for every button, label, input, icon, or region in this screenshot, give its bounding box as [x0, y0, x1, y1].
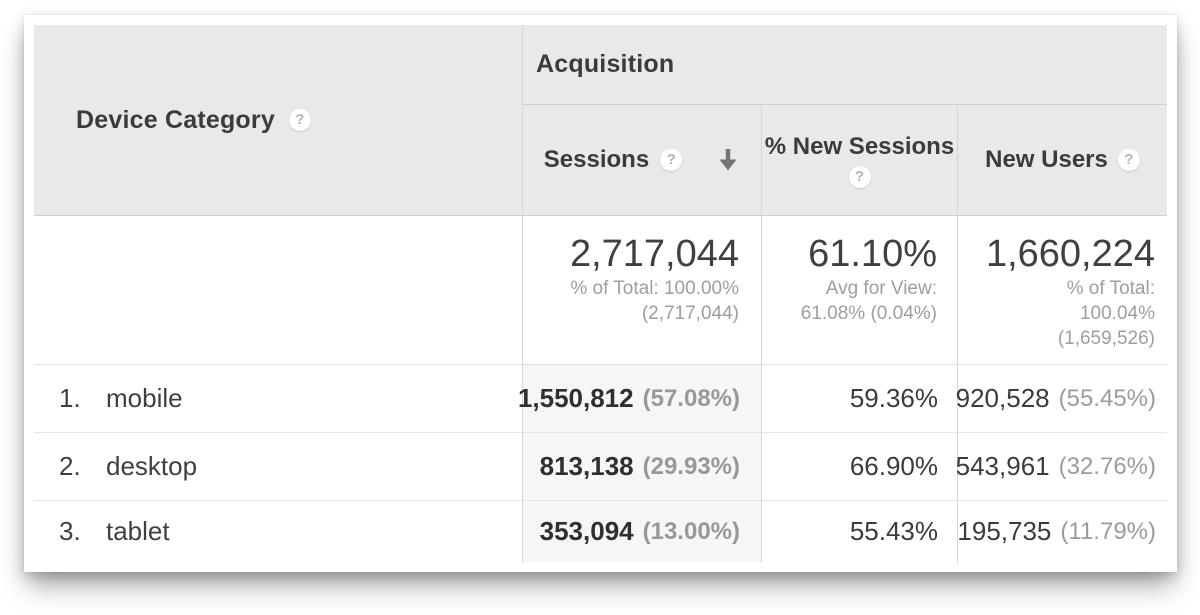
new-users-value: 543,961 — [955, 451, 1050, 481]
sessions-header-label: Sessions — [543, 146, 650, 173]
new-users-percent: (55.45%) — [1058, 384, 1156, 412]
sessions-value: 813,138 — [539, 451, 634, 481]
new-users-total-note: (1,659,526) — [1057, 328, 1155, 349]
sessions-total-note: (2,717,044) — [641, 303, 739, 324]
new-users-cell: 920,528 (55.45%) — [955, 365, 1167, 433]
new-users-header-label: New Users — [985, 146, 1108, 173]
sessions-total-value: 2,717,044 — [569, 233, 739, 275]
sessions-cell: 813,138 (29.93%) — [522, 433, 761, 501]
acquisition-group-header: Acquisition — [522, 25, 1167, 105]
column-header-new-sessions[interactable]: % New Sessions ? — [761, 105, 957, 216]
sessions-percent: (13.00%) — [642, 517, 740, 545]
new-sessions-value: 66.90% — [849, 451, 938, 481]
category-link-tablet[interactable]: tablet — [106, 516, 170, 546]
new-users-total-note: % of Total: — [1066, 278, 1155, 299]
summary-new-users: 1,660,224 % of Total: 100.04% (1,659,526… — [957, 216, 1167, 365]
new-sessions-cell: 59.36% — [761, 365, 957, 433]
new-sessions-cell: 55.43% — [761, 501, 957, 562]
new-users-percent: (11.79%) — [1060, 517, 1156, 545]
table-row-category: 2. desktop — [34, 433, 522, 501]
new-sessions-value: 55.43% — [849, 516, 938, 546]
row-index: 1. — [59, 383, 81, 413]
new-sessions-avg-value: 61.10% — [808, 233, 937, 275]
new-sessions-header-label: % New Sessions — [764, 132, 955, 160]
new-users-percent: (32.76%) — [1058, 452, 1156, 480]
sessions-percent: (29.93%) — [642, 452, 740, 480]
device-category-header-label: Device Category — [76, 105, 275, 134]
sessions-value: 1,550,812 — [517, 383, 634, 413]
device-category-header: Device Category ? — [34, 25, 522, 216]
help-icon[interactable]: ? — [848, 165, 871, 188]
help-icon[interactable]: ? — [288, 109, 311, 131]
new-users-cell: 195,735 (11.79%) — [957, 501, 1167, 562]
sessions-value: 353,094 — [539, 516, 634, 546]
summary-dimension-cell — [34, 216, 522, 365]
sessions-total-note: % of Total: 100.00% — [570, 278, 739, 299]
summary-sessions: 2,717,044 % of Total: 100.00% (2,717,044… — [522, 216, 761, 365]
new-users-total-value: 1,660,224 — [985, 233, 1155, 275]
category-link-desktop[interactable]: desktop — [106, 451, 198, 481]
row-index: 3. — [59, 516, 81, 546]
new-sessions-value: 59.36% — [849, 383, 938, 413]
new-sessions-avg-note: 61.08% (0.04%) — [800, 303, 937, 324]
sort-descending-icon[interactable] — [716, 147, 740, 173]
sessions-cell: 1,550,812 (57.08%) — [518, 365, 761, 433]
table-row-category: 1. mobile — [34, 365, 522, 433]
column-header-sessions[interactable]: Sessions ? — [522, 105, 761, 216]
acquisition-group-header-label: Acquisition — [536, 50, 675, 78]
table-row-category: 3. tablet — [34, 501, 522, 562]
new-users-total-note: 100.04% — [1079, 303, 1155, 324]
column-header-new-users[interactable]: New Users ? — [957, 105, 1167, 216]
row-index: 2. — [59, 451, 81, 481]
sessions-percent: (57.08%) — [642, 384, 740, 412]
analytics-table-card: Device Category ? Acquisition Sessions ?… — [24, 15, 1177, 572]
new-sessions-cell: 66.90% — [761, 433, 957, 501]
category-link-mobile[interactable]: mobile — [106, 383, 183, 413]
new-sessions-avg-note: Avg for View: — [825, 278, 937, 299]
new-users-value: 920,528 — [955, 383, 1050, 413]
summary-new-sessions: 61.10% Avg for View: 61.08% (0.04%) — [761, 216, 957, 365]
help-icon[interactable]: ? — [1117, 149, 1140, 171]
acquisition-table: Device Category ? Acquisition Sessions ?… — [34, 25, 1167, 562]
new-users-value: 195,735 — [957, 516, 1052, 546]
help-icon[interactable]: ? — [660, 149, 683, 171]
new-users-cell: 543,961 (32.76%) — [955, 433, 1167, 501]
sessions-cell: 353,094 (13.00%) — [522, 501, 761, 562]
